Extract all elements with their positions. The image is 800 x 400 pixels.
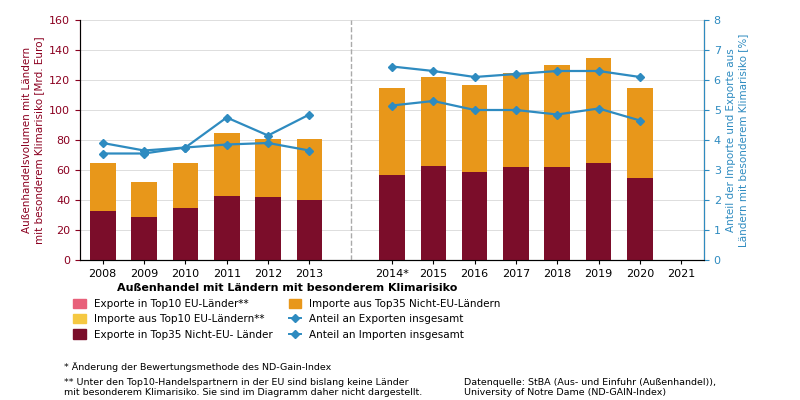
Bar bbox=[545, 65, 570, 167]
Text: ** Unter den Top10-Handelspartnern in der EU sind bislang keine Länder
mit beson: ** Unter den Top10-Handelspartnern in de… bbox=[64, 378, 422, 398]
Bar bbox=[503, 72, 529, 167]
Bar bbox=[173, 162, 198, 208]
Bar bbox=[462, 84, 487, 172]
Bar bbox=[379, 88, 405, 174]
Text: Datenquelle: StBA (Aus- und Einfuhr (Außenhandel)),
University of Notre Dame (ND: Datenquelle: StBA (Aus- und Einfuhr (Auß… bbox=[464, 378, 716, 398]
Y-axis label: Anteil der Importe und Exporte aus
Ländern mit besonderem Klimarisiko [%]: Anteil der Importe und Exporte aus Lände… bbox=[726, 33, 748, 247]
Bar bbox=[131, 182, 157, 216]
Bar bbox=[297, 138, 322, 200]
Bar bbox=[627, 88, 653, 178]
Y-axis label: Außenhandelsvolumen mit Ländern
mit besonderem Klimarisiko [Mrd. Euro]: Außenhandelsvolumen mit Ländern mit beso… bbox=[22, 36, 43, 244]
Bar bbox=[255, 197, 281, 260]
Bar bbox=[297, 200, 322, 260]
Bar bbox=[545, 167, 570, 260]
Bar bbox=[421, 166, 446, 260]
Bar bbox=[255, 138, 281, 197]
Legend: Exporte in Top10 EU-Länder**, Importe aus Top10 EU-Ländern**, Exporte in Top35 N: Exporte in Top10 EU-Länder**, Importe au… bbox=[70, 279, 505, 344]
Bar bbox=[586, 58, 611, 162]
Bar bbox=[90, 162, 115, 210]
Bar bbox=[214, 196, 239, 260]
Bar bbox=[131, 216, 157, 260]
Bar bbox=[214, 132, 239, 196]
Bar bbox=[462, 172, 487, 260]
Bar bbox=[379, 174, 405, 260]
Text: * Änderung der Bewertungsmethode des ND-Gain-Index: * Änderung der Bewertungsmethode des ND-… bbox=[64, 362, 331, 372]
Bar bbox=[503, 167, 529, 260]
Bar bbox=[90, 210, 115, 260]
Bar bbox=[421, 77, 446, 166]
Bar bbox=[586, 162, 611, 260]
Bar bbox=[627, 178, 653, 260]
Bar bbox=[173, 208, 198, 260]
